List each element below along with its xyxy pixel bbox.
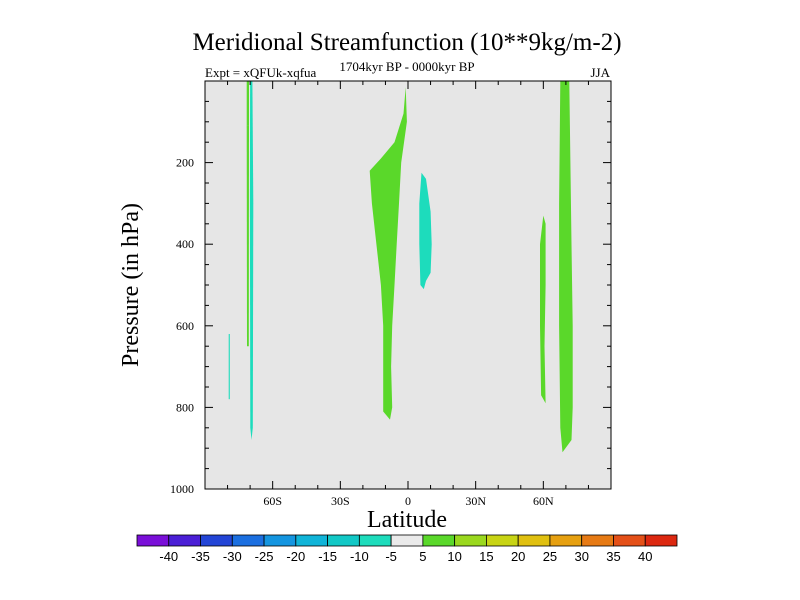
subtitle-right: JJA bbox=[590, 65, 610, 80]
y-tick-label: 600 bbox=[176, 319, 194, 333]
green-cell-65N-wide bbox=[559, 81, 573, 453]
x-tick-label: 60N bbox=[533, 494, 554, 508]
plot-area bbox=[205, 81, 611, 489]
colorbar-label: -35 bbox=[191, 549, 210, 564]
colorbar-swatch bbox=[390, 534, 424, 547]
teal-cell-60S bbox=[249, 81, 254, 440]
colorbar-swatch bbox=[454, 534, 487, 547]
y-tick-label: 1000 bbox=[170, 482, 194, 496]
colorbar-swatch bbox=[613, 534, 646, 547]
colorbar-label: -30 bbox=[223, 549, 242, 564]
contour-regions bbox=[228, 81, 573, 453]
y-tick-label: 200 bbox=[176, 156, 194, 170]
colorbar-swatch bbox=[517, 534, 551, 547]
colorbar-label: -25 bbox=[255, 549, 274, 564]
green-cell-60S-narrow bbox=[246, 125, 249, 347]
colorbar-label: 30 bbox=[574, 549, 588, 564]
colorbar-label: -20 bbox=[286, 549, 305, 564]
colorbar-label: -10 bbox=[350, 549, 369, 564]
colorbar-label: 25 bbox=[543, 549, 557, 564]
colorbar-swatch bbox=[486, 534, 519, 547]
colorbar-label: -5 bbox=[385, 549, 397, 564]
y-tick-label: 400 bbox=[176, 237, 194, 251]
colorbar-swatch bbox=[549, 534, 583, 547]
plot-frame bbox=[204, 80, 612, 490]
colorbar-label: 40 bbox=[638, 549, 652, 564]
colorbar-swatch bbox=[327, 534, 360, 547]
x-tick-labels: 60S 30S 0 30N 60N bbox=[263, 494, 554, 508]
teal-cell-8N bbox=[419, 172, 432, 290]
y-tick-label: 800 bbox=[176, 400, 194, 414]
y-tick-labels: 200 400 600 800 1000 bbox=[170, 156, 194, 496]
x-tick-label: 30N bbox=[465, 494, 486, 508]
colorbar-swatch bbox=[295, 534, 328, 547]
colorbar-label: 5 bbox=[419, 549, 426, 564]
y-axis-label: Pressure (in hPa) bbox=[118, 203, 144, 367]
colorbar-label: -40 bbox=[159, 549, 178, 564]
subtitle-left: Expt = xQFUk-xqfua bbox=[205, 65, 317, 80]
x-tick-label: 60S bbox=[263, 494, 282, 508]
colorbar-label: 15 bbox=[479, 549, 493, 564]
green-cell-60N-narrow bbox=[540, 215, 546, 404]
green-cell-60S-upper bbox=[246, 81, 249, 126]
colorbar-label: 35 bbox=[606, 549, 620, 564]
x-axis-label: Latitude bbox=[367, 507, 447, 533]
colorbar-swatch bbox=[581, 534, 614, 547]
colorbar-swatch bbox=[200, 534, 233, 547]
teal-cell-75S bbox=[228, 334, 230, 400]
subtitle-center: 1704kyr BP - 0000kyr BP bbox=[339, 59, 474, 74]
x-tick-label: 30S bbox=[331, 494, 350, 508]
colorbar-swatch bbox=[644, 534, 678, 547]
colorbar: -40 -35 -30 -25 -20 -15 -10 -5 5 10 15 20 25 30 35 40 bbox=[136, 534, 678, 564]
colorbar-label: 10 bbox=[447, 549, 461, 564]
colorbar-swatch bbox=[263, 534, 297, 547]
colorbar-swatch bbox=[422, 534, 456, 547]
colorbar-swatch bbox=[136, 534, 170, 547]
chart-title: Meridional Streamfunction (10**9kg/m-2) bbox=[192, 29, 621, 56]
colorbar-swatch bbox=[231, 534, 265, 547]
x-tick-label: 0 bbox=[405, 494, 411, 508]
colorbar-label: 20 bbox=[511, 549, 525, 564]
colorbar-swatch bbox=[168, 534, 201, 547]
colorbar-label: -15 bbox=[318, 549, 337, 564]
colorbar-swatch bbox=[358, 534, 392, 547]
green-cell-equator bbox=[369, 87, 407, 420]
